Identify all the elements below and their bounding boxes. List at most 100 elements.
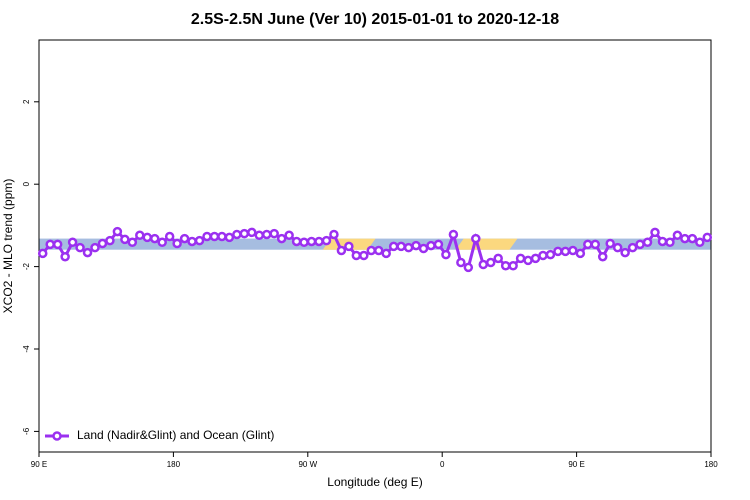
data-point: [568, 245, 578, 256]
data-point: [583, 239, 593, 250]
data-point: [456, 257, 466, 268]
data-point: [179, 233, 190, 244]
data-point: [523, 255, 533, 266]
data-point: [426, 240, 436, 251]
data-point: [665, 237, 675, 248]
data-point: [620, 247, 630, 258]
plot-frame: [38, 39, 712, 453]
data-point: [485, 257, 496, 268]
data-point: [37, 248, 48, 259]
data-point: [396, 241, 406, 252]
data-point: [418, 243, 429, 254]
data-point: [60, 251, 70, 262]
data-point: [82, 247, 93, 258]
data-point: [149, 233, 160, 244]
x-tick-label: 180: [704, 460, 718, 469]
x-tick-label: 90 E: [31, 460, 47, 469]
band-highlight: [455, 238, 518, 250]
data-point: [388, 241, 399, 252]
data-point: [590, 239, 601, 250]
data-point: [650, 227, 660, 238]
data-point: [321, 235, 332, 246]
data-point: [627, 242, 638, 253]
data-point: [441, 249, 451, 260]
data-point: [560, 246, 571, 257]
legend-marker: [52, 431, 62, 441]
data-point: [381, 248, 391, 259]
data-point: [217, 231, 227, 242]
data-point: [605, 238, 615, 249]
data-point: [52, 239, 63, 250]
data-point: [90, 242, 100, 253]
data-point: [508, 261, 518, 271]
data-point: [329, 229, 339, 240]
data-point: [403, 242, 414, 253]
data-point: [239, 228, 250, 239]
y-tick-label: -4: [22, 345, 31, 353]
data-point: [254, 230, 265, 241]
chart-title: 2.5S-2.5N June (Ver 10) 2015-01-01 to 20…: [191, 11, 559, 28]
data-point: [411, 240, 421, 251]
legend-label: Land (Nadir&Glint) and Ocean (Glint): [77, 428, 274, 442]
data-point: [284, 230, 294, 241]
x-axis-label: Longitude (deg E): [327, 475, 422, 489]
data-point: [247, 227, 257, 238]
data-point: [112, 226, 123, 237]
data-point: [642, 237, 653, 248]
data-point: [232, 229, 242, 240]
data-point: [493, 253, 503, 264]
data-point: [597, 251, 608, 262]
data-point: [336, 245, 347, 256]
data-point: [351, 250, 362, 261]
data-point: [478, 259, 489, 270]
data-point: [142, 232, 153, 243]
data-point: [120, 234, 130, 245]
data-point: [224, 232, 235, 243]
data-point: [306, 236, 317, 247]
y-tick-label: 2: [22, 99, 31, 104]
data-point: [164, 231, 175, 242]
data-point: [45, 239, 55, 250]
data-point: [500, 261, 511, 271]
data-point: [314, 236, 324, 247]
data-point: [553, 246, 563, 257]
data-point: [433, 239, 444, 250]
data-point: [127, 237, 138, 248]
y-tick-label: 0: [22, 181, 31, 186]
data-point: [471, 233, 481, 244]
data-point: [344, 241, 354, 252]
x-tick-label: 0: [440, 460, 445, 469]
data-point: [209, 231, 220, 242]
data-point: [545, 249, 556, 260]
data-point: [75, 242, 85, 253]
data-point: [448, 229, 459, 240]
data-point: [366, 245, 377, 256]
data-point: [157, 237, 167, 248]
data-point: [194, 235, 205, 246]
data-point: [515, 253, 526, 264]
data-point: [299, 237, 309, 248]
data-point: [672, 230, 683, 241]
data-point: [575, 248, 586, 259]
data-point: [105, 235, 115, 246]
y-tick-label: -6: [22, 427, 31, 435]
data-point: [373, 245, 384, 256]
x-tick-label: 90 W: [298, 460, 317, 469]
x-tick-label: 180: [167, 460, 181, 469]
data-point: [680, 233, 690, 244]
data-point: [135, 230, 145, 241]
data-point: [530, 253, 541, 264]
data-point: [269, 228, 279, 239]
data-point: [291, 236, 302, 247]
y-tick-label: -2: [22, 262, 31, 270]
band: [39, 238, 711, 250]
x-tick-label: 90 E: [568, 460, 584, 469]
data-point: [359, 250, 369, 261]
data-point: [702, 232, 713, 243]
data-point: [635, 239, 645, 250]
data-point: [612, 242, 623, 253]
data-point: [202, 231, 212, 242]
data-point: [172, 238, 182, 249]
data-point: [187, 236, 197, 247]
